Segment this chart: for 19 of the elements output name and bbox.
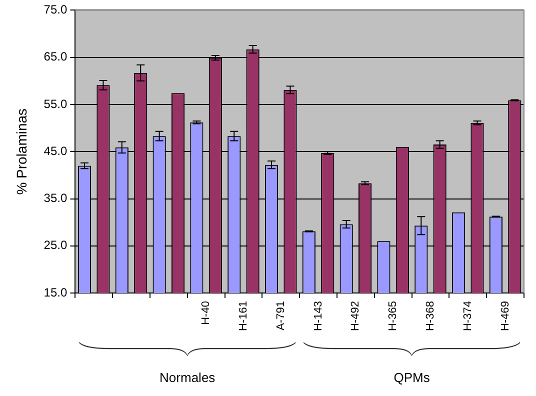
x-tick-label: H-40: [200, 301, 212, 325]
x-tick-label: H-374: [462, 301, 474, 332]
y-axis-title: % Prolaminas: [13, 108, 30, 195]
x-tick-label: H-143: [312, 301, 324, 332]
x-tick-label: H-365: [387, 301, 400, 332]
x-tick-label: H-492: [350, 301, 362, 332]
text: Normales: [160, 370, 216, 385]
x-tick-label: H-368: [424, 301, 437, 332]
y-tick-label: 65.0: [44, 50, 68, 64]
x-tick-label: H-469: [499, 301, 512, 332]
y-tick-label: 15.0: [44, 285, 68, 300]
y-tick-label: 25.0: [44, 238, 68, 252]
y-tick-label: 55.0: [44, 96, 68, 111]
x-tick-label: A-791: [274, 301, 287, 330]
y-tick-label: 45.0: [44, 144, 68, 158]
x-tick-label: H-161: [238, 301, 250, 332]
text: QPMs: [394, 370, 430, 385]
y-tick-label: 35.0: [44, 191, 68, 206]
y-tick-label: 75.0: [44, 2, 68, 17]
